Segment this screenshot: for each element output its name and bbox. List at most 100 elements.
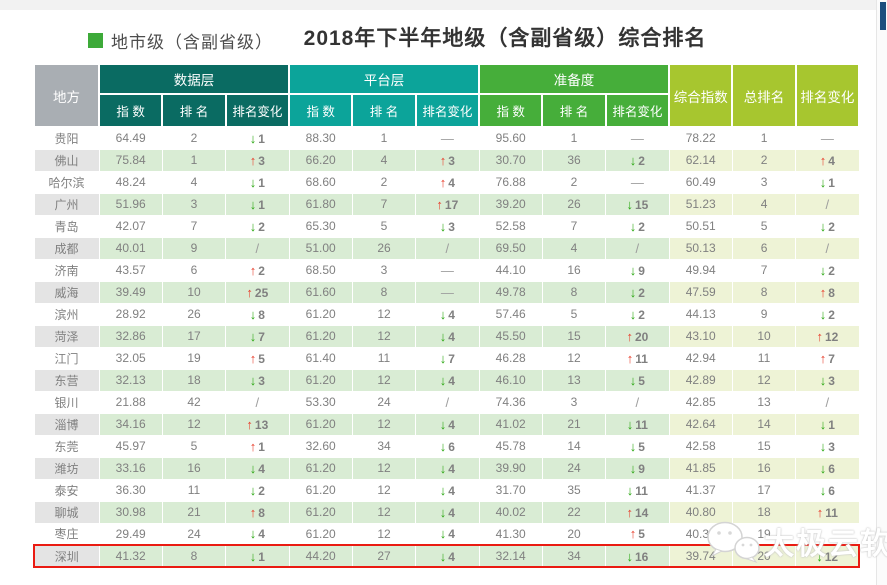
city-name-cell: 菏泽	[33, 324, 100, 348]
rank-change-cell: /	[795, 192, 860, 216]
rank-change-value: 11	[825, 505, 838, 520]
rank-change-value: 12	[824, 549, 839, 564]
rank-change-cell: ↑ 1	[225, 434, 290, 458]
index-cell: 40.02	[478, 500, 543, 524]
arrow-down-icon: ↓	[249, 306, 257, 322]
index-cell: 51.00	[288, 236, 353, 260]
rank-cell: 18	[731, 500, 797, 524]
arrow-down-icon: ↓	[819, 372, 827, 388]
rank-cell: 4	[161, 170, 227, 194]
rank-change-value: 4	[258, 461, 265, 476]
rank-change-value: 5	[638, 527, 645, 542]
arrow-down-icon: ↓	[439, 438, 447, 454]
index-cell: 45.78	[478, 434, 543, 458]
rank-cell: 12	[351, 302, 417, 326]
rank-change-cell: ↓ 9	[605, 456, 670, 480]
rank-change-cell: —	[415, 280, 480, 304]
table-row: 贵阳 64.49 2 ↓ 1 88.30 1—95.60 1—78.22 1—	[33, 126, 860, 150]
index-cell: 31.70	[478, 478, 543, 502]
rank-cell: 24	[161, 522, 227, 546]
index-cell: 43.10	[668, 324, 733, 348]
section-legend: 地市级（含副省级）	[88, 28, 273, 53]
rank-change-value: 2	[828, 307, 835, 322]
rank-cell: 1	[351, 126, 417, 150]
index-cell: 61.20	[288, 412, 353, 436]
city-name-cell: 青岛	[33, 214, 100, 238]
rank-cell: 12	[351, 324, 417, 348]
rank-change-cell: ↓ 2	[225, 214, 290, 238]
rank-change-cell: ↓ 1	[225, 192, 290, 216]
arrow-down-icon: ↓	[439, 350, 447, 366]
city-name-cell: 威海	[33, 280, 100, 304]
arrow-down-icon: ↓	[249, 482, 257, 498]
rank-cell: 13	[541, 368, 607, 392]
arrow-up-icon: ↑	[439, 174, 447, 190]
index-cell: 32.05	[98, 346, 163, 370]
rank-cell: 4	[541, 236, 607, 260]
arrow-down-icon: ↓	[626, 482, 634, 498]
not-applicable-slash: /	[255, 394, 260, 410]
index-cell: 68.50	[288, 258, 353, 282]
rank-change-cell: ↓ 2	[795, 302, 860, 326]
index-cell: 61.80	[288, 192, 353, 216]
rank-change-cell: ↑ 5	[225, 346, 290, 370]
rank-change-value: 11	[635, 351, 648, 366]
not-applicable-slash: /	[445, 394, 450, 410]
city-name-cell: 佛山	[33, 148, 100, 172]
city-name-cell: 贵阳	[33, 126, 100, 150]
index-cell: 48.24	[98, 170, 163, 194]
not-applicable-slash: /	[825, 394, 830, 410]
rank-cell: 3	[161, 192, 227, 216]
table-row: 威海 39.49 10 ↑ 25 61.60 8—49.78 8 ↓ 2 47.59 8 ↑ 8	[33, 280, 860, 304]
rank-cell: 11	[351, 346, 417, 370]
rank-change-cell: /	[415, 390, 480, 414]
arrow-down-icon: ↓	[439, 218, 447, 234]
rank-change-cell: ↓ 12	[795, 544, 861, 568]
rank-change-cell: /	[605, 390, 670, 414]
rank-change-cell: ↑ 4	[795, 148, 860, 172]
arrow-up-icon: ↑	[629, 526, 637, 542]
rank-cell: 24	[351, 390, 417, 414]
rank-cell: 7	[731, 258, 797, 282]
table-row: 青岛 42.07 7 ↓ 2 65.30 5 ↓ 3 52.58 7 ↓ 2 50.51 5 ↓ 2	[33, 214, 860, 238]
rank-cell: 15	[731, 434, 797, 458]
index-cell: 28.92	[98, 302, 163, 326]
sub-header-cell: 排名变化	[604, 93, 671, 128]
arrow-down-icon: ↓	[439, 526, 447, 542]
arrow-down-icon: ↓	[439, 306, 447, 322]
rank-change-cell: ↓ 4	[415, 456, 480, 480]
scrollbar-track[interactable]	[876, 0, 887, 585]
sub-header-cell: 排名变化	[224, 93, 291, 128]
rank-change-cell: —	[795, 126, 860, 150]
index-cell: 40.01	[98, 236, 163, 260]
index-cell: 66.20	[288, 148, 353, 172]
rank-change-value: 2	[638, 219, 645, 234]
index-cell: 41.85	[668, 456, 733, 480]
corner-header-cell: 地方	[33, 63, 100, 128]
table-row: 成都 40.01 9 / 51.00 26 / 69.50 4 / 50.13 6 /	[33, 236, 860, 260]
rank-change-cell: ↑ 5	[605, 522, 670, 546]
arrow-up-icon: ↑	[819, 152, 827, 168]
city-name-cell: 深圳	[33, 544, 100, 568]
arrow-up-icon: ↑	[439, 152, 447, 168]
rank-cell: 18	[161, 368, 227, 392]
rank-change-value: 4	[258, 527, 265, 542]
rank-cell: 1	[541, 126, 607, 150]
rank-change-value: 9	[638, 461, 645, 476]
rank-cell: 12	[351, 522, 417, 546]
rank-change-cell: ↑ 3	[225, 148, 290, 172]
rank-change-cell: ↓ 4	[415, 478, 480, 502]
rank-cell: 2	[351, 170, 417, 194]
rank-cell: 21	[161, 500, 227, 524]
index-cell: 50.13	[668, 236, 733, 260]
sub-header-cell: 排 名	[541, 93, 607, 128]
index-cell: 46.28	[478, 346, 543, 370]
city-name-cell: 银川	[33, 390, 100, 414]
rank-cell: 2	[731, 148, 797, 172]
rank-cell: 5	[541, 302, 607, 326]
scrollbar-thumb[interactable]	[880, 2, 886, 30]
rank-change-value: 3	[828, 439, 835, 454]
rank-change-cell: ↑ 14	[605, 500, 670, 524]
rank-change-cell: ↓ 4	[415, 412, 480, 436]
arrow-down-icon: ↓	[439, 548, 447, 564]
